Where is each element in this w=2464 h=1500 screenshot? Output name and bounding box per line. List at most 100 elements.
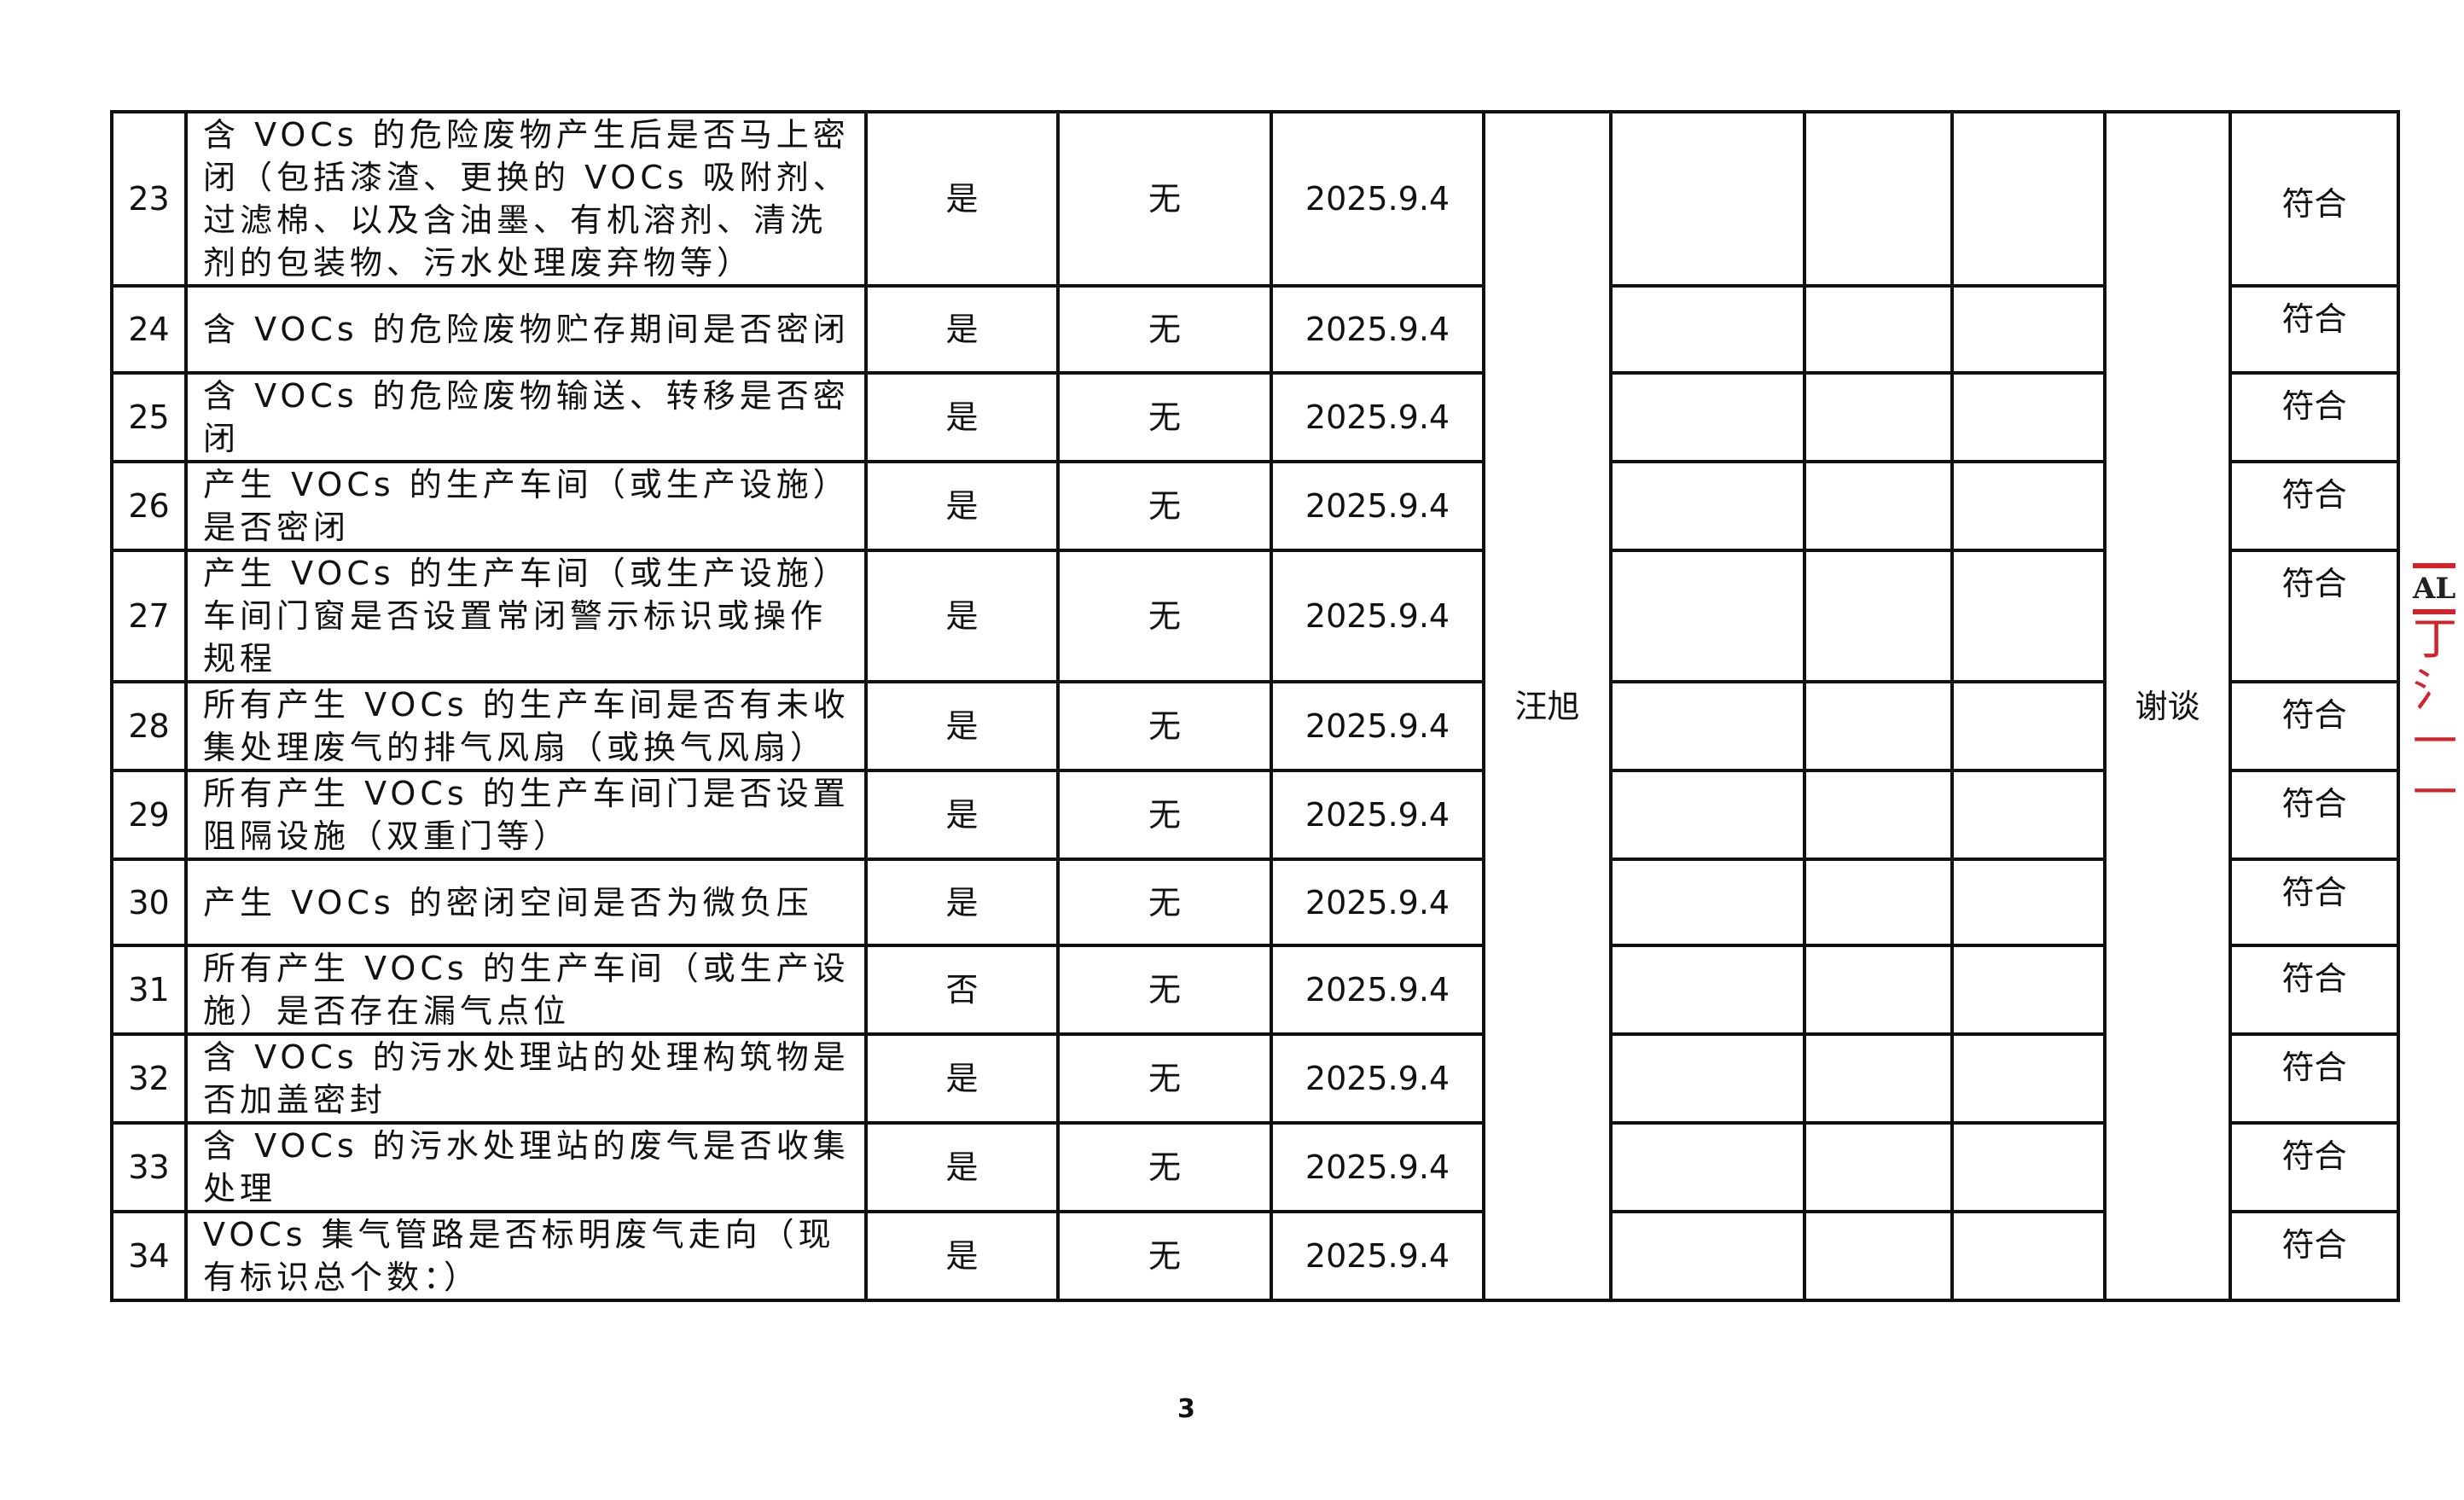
empty-cell xyxy=(1609,284,1806,375)
table-row: 29 所有产生 VOCs 的生产车间门是否设置阻隔设施（双重门等）是无 2025.9… xyxy=(110,769,2400,861)
empty-cell xyxy=(1803,284,1954,375)
row-number: 23 xyxy=(110,110,188,288)
row-number: 25 xyxy=(110,371,188,463)
empty-cell xyxy=(1803,110,1954,288)
empty-cell xyxy=(1950,944,2107,1036)
empty-cell xyxy=(1609,858,1806,947)
issue-cell: 无 xyxy=(1056,110,1273,288)
check-item: 所有产生 VOCs 的生产车间门是否设置阻隔设施（双重门等） xyxy=(184,769,868,861)
date-cell: 2025.9.4 xyxy=(1270,284,1485,375)
date-cell: 2025.9.4 xyxy=(1270,549,1485,683)
result-cell: 符合 xyxy=(2229,371,2400,463)
answer-cell: 是 xyxy=(864,680,1060,772)
result-cell: 符合 xyxy=(2229,460,2400,552)
answer-cell: 是 xyxy=(864,460,1060,552)
result-cell: 符合 xyxy=(2229,680,2400,772)
empty-cell xyxy=(1950,110,2107,288)
table-row: 28 所有产生 VOCs 的生产车间是否有未收集处理废气的排气风扇（或换气风扇）是… xyxy=(110,680,2400,772)
row-number: 32 xyxy=(110,1032,188,1125)
answer-cell: 是 xyxy=(864,858,1060,947)
date-cell: 2025.9.4 xyxy=(1270,680,1485,772)
empty-cell xyxy=(1609,944,1806,1036)
answer-cell: 是 xyxy=(864,549,1060,683)
date-cell: 2025.9.4 xyxy=(1270,1032,1485,1125)
empty-cell xyxy=(1803,944,1954,1036)
empty-cell xyxy=(1803,1210,1954,1302)
result-cell: 符合 xyxy=(2229,1121,2400,1213)
row-number: 29 xyxy=(110,769,188,861)
result-cell: 符合 xyxy=(2229,1032,2400,1125)
method-cell: 谢谈 xyxy=(2103,110,2232,1302)
inspector-cell: 汪旭 xyxy=(1482,110,1613,1302)
empty-cell xyxy=(1950,1032,2107,1125)
check-item: 所有产生 VOCs 的生产车间是否有未收集处理废气的排气风扇（或换气风扇） xyxy=(184,680,868,772)
check-item: 含 VOCs 的危险废物贮存期间是否密闭 xyxy=(184,284,868,375)
empty-cell xyxy=(1609,680,1806,772)
inspection-table: 23 含 VOCs 的危险废物产生后是否马上密闭（包括漆渣、更换的 VOCs 吸附… xyxy=(110,110,2400,1302)
empty-cell xyxy=(1950,1210,2107,1302)
answer-cell: 是 xyxy=(864,1121,1060,1213)
empty-cell xyxy=(1950,284,2107,375)
empty-cell xyxy=(1609,549,1806,683)
table-row: 31 所有产生 VOCs 的生产车间（或生产设施）是否存在漏气点位否无 2025.9… xyxy=(110,944,2400,1036)
issue-cell: 无 xyxy=(1056,769,1273,861)
empty-cell xyxy=(1950,769,2107,861)
result-cell: 符合 xyxy=(2229,1210,2400,1302)
empty-cell xyxy=(1803,858,1954,947)
result-cell: 符合 xyxy=(2229,944,2400,1036)
check-item: 产生 VOCs 的生产车间（或生产设施）车间门窗是否设置常闭警示标识或操作规程 xyxy=(184,549,868,683)
date-cell: 2025.9.4 xyxy=(1270,944,1485,1036)
empty-cell xyxy=(1950,549,2107,683)
empty-cell xyxy=(1950,460,2107,552)
answer-cell: 是 xyxy=(864,769,1060,861)
result-cell: 符合 xyxy=(2229,110,2400,288)
issue-cell: 无 xyxy=(1056,680,1273,772)
table-row: 30 产生 VOCs 的密闭空间是否为微负压是无 2025.9.4 符合 xyxy=(110,858,2400,947)
empty-cell xyxy=(1950,858,2107,947)
row-number: 33 xyxy=(110,1121,188,1213)
issue-cell: 无 xyxy=(1056,1032,1273,1125)
result-cell: 符合 xyxy=(2229,858,2400,947)
check-item: 含 VOCs 的危险废物产生后是否马上密闭（包括漆渣、更换的 VOCs 吸附剂、… xyxy=(184,110,868,288)
empty-cell xyxy=(1609,769,1806,861)
empty-cell xyxy=(1609,1032,1806,1125)
issue-cell: 无 xyxy=(1056,944,1273,1036)
result-cell: 符合 xyxy=(2229,769,2400,861)
check-item: 所有产生 VOCs 的生产车间（或生产设施）是否存在漏气点位 xyxy=(184,944,868,1036)
date-cell: 2025.9.4 xyxy=(1270,1121,1485,1213)
empty-cell xyxy=(1803,460,1954,552)
issue-cell: 无 xyxy=(1056,858,1273,947)
check-item: 产生 VOCs 的密闭空间是否为微负压 xyxy=(184,858,868,947)
answer-cell: 是 xyxy=(864,371,1060,463)
answer-cell: 是 xyxy=(864,110,1060,288)
empty-cell xyxy=(1609,1210,1806,1302)
empty-cell xyxy=(1609,110,1806,288)
answer-cell: 是 xyxy=(864,284,1060,375)
page-number: 3 xyxy=(1177,1394,1195,1424)
empty-cell xyxy=(1609,460,1806,552)
empty-cell xyxy=(1803,769,1954,861)
row-number: 34 xyxy=(110,1210,188,1302)
table-row: 33 含 VOCs 的污水处理站的废气是否收集处理是无 2025.9.4 符合 xyxy=(110,1121,2400,1213)
issue-cell: 无 xyxy=(1056,549,1273,683)
empty-cell xyxy=(1950,1121,2107,1213)
answer-cell: 是 xyxy=(864,1032,1060,1125)
issue-cell: 无 xyxy=(1056,371,1273,463)
issue-cell: 无 xyxy=(1056,284,1273,375)
issue-cell: 无 xyxy=(1056,1121,1273,1213)
empty-cell xyxy=(1950,371,2107,463)
table-row: 32 含 VOCs 的污水处理站的处理构筑物是否加盖密封是无 2025.9.4 符合 xyxy=(110,1032,2400,1125)
check-item: 产生 VOCs 的生产车间（或生产设施）是否密闭 xyxy=(184,460,868,552)
table-row: 25 含 VOCs 的危险废物输送、转移是否密闭是无 2025.9.4 符合 xyxy=(110,371,2400,463)
issue-cell: 无 xyxy=(1056,460,1273,552)
issue-cell: 无 xyxy=(1056,1210,1273,1302)
row-number: 24 xyxy=(110,284,188,375)
date-cell: 2025.9.4 xyxy=(1270,1210,1485,1302)
date-cell: 2025.9.4 xyxy=(1270,110,1485,288)
row-number: 27 xyxy=(110,549,188,683)
empty-cell xyxy=(1950,680,2107,772)
answer-cell: 是 xyxy=(864,1210,1060,1302)
table-row: 23 含 VOCs 的危险废物产生后是否马上密闭（包括漆渣、更换的 VOCs 吸附… xyxy=(110,110,2400,1302)
table-row: 34 VOCs 集气管路是否标明废气走向（现有标识总个数：）是无 2025.9.4 符… xyxy=(110,1210,2400,1302)
empty-cell xyxy=(1803,371,1954,463)
